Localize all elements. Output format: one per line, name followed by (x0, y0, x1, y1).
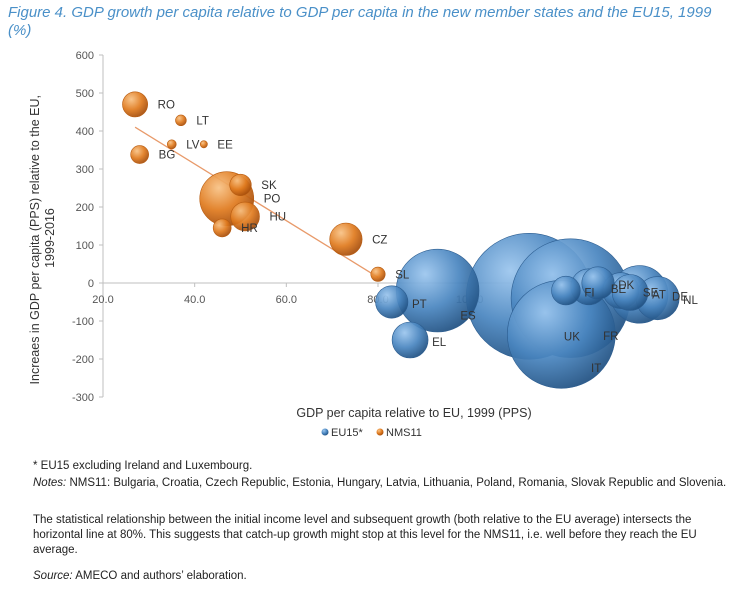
source-paragraph: Source: AMECO and authors’ elaboration. (33, 569, 738, 584)
bubble-pt (375, 285, 409, 319)
x-tick-label: 20.0 (92, 294, 113, 306)
bubble-label-dk: DK (618, 280, 634, 292)
bubble-label-pt: PT (412, 299, 427, 311)
bubble-lt (175, 114, 187, 127)
bubble-ee (199, 140, 208, 149)
bubble-ro (122, 91, 148, 118)
bubble-label-fi: FI (584, 288, 594, 300)
source-text: AMECO and authors’ elaboration. (72, 570, 247, 582)
y-tick-label: 400 (76, 126, 94, 138)
y-axis-title: Increaes in GDP per capita (PPS) relativ… (28, 92, 57, 385)
bubble-bg (130, 145, 149, 164)
bubble-sk (229, 173, 252, 197)
bubble-label-ro: RO (158, 99, 175, 111)
y-tick-label: 200 (76, 202, 94, 214)
bubble-label-cz: CZ (372, 234, 387, 246)
y-tick-label: 300 (76, 164, 94, 176)
bubble-label-lv: LV (186, 139, 200, 151)
source-label: Source: (33, 570, 73, 582)
bubble-label-be: BE (611, 284, 627, 296)
bubble-cz (329, 222, 363, 256)
bubble-label-el: EL (432, 337, 447, 349)
legend-label-nms11: NMS11 (386, 427, 422, 439)
y-axis-title-line-2: 1999-2016 (43, 208, 57, 268)
bubble-label-sl: SL (395, 269, 410, 281)
y-axis-title-line-1: Increaes in GDP per capita (PPS) relativ… (28, 95, 42, 384)
bubble-label-fr: FR (603, 331, 618, 343)
relationship-paragraph: The statistical relationship between the… (33, 514, 697, 556)
x-tick-label: 40.0 (184, 294, 205, 306)
notes-label: Notes: (33, 477, 67, 489)
bubble-label-nl: NL (683, 295, 698, 307)
y-tick-label: 500 (76, 88, 94, 100)
notes-text: NMS11: Bulgaria, Croatia, Czech Republic… (66, 477, 727, 489)
bubble-label-sk: SK (261, 180, 277, 192)
x-tick-label: 60.0 (276, 294, 297, 306)
bubble-hu (230, 201, 260, 232)
y-tick-label: -200 (72, 354, 94, 366)
bubble-label-ee: EE (217, 139, 233, 151)
bubble-label-hr: HR (241, 223, 258, 235)
bubble-hr (212, 218, 232, 238)
bubble-label-uk: UK (564, 331, 580, 343)
bubble-label-at: AT (652, 290, 666, 302)
figure-title: Figure 4. GDP growth per capita relative… (8, 4, 712, 39)
bubble-fi (551, 275, 581, 306)
bubble-label-it: IT (591, 363, 601, 375)
bubble-label-lt: LT (196, 115, 209, 127)
axis-title-layer: GDP per capita relative to EU, 1999 (PPS… (28, 92, 532, 420)
legend-marker-eu15 (321, 428, 329, 436)
y-tick-label: -300 (72, 392, 94, 404)
y-tick-label: 600 (76, 50, 94, 62)
bubble-label-se: SE (643, 288, 659, 300)
bubble-label-de: DE (672, 291, 688, 303)
bubble-label-po: PO (264, 194, 281, 206)
legend-label-eu15: EU15* (331, 427, 364, 439)
bubble-label-bg: BG (159, 150, 176, 162)
bubble-el (391, 321, 429, 359)
footnote-eu15: * EU15 excluding Ireland and Luxembourg. (33, 460, 253, 472)
y-tick-label: 100 (76, 240, 94, 252)
bubble-sl (370, 266, 386, 282)
notes-paragraph: Notes: NMS11: Bulgaria, Croatia, Czech R… (33, 476, 738, 491)
legend: EU15* NMS11 (321, 427, 422, 439)
bubble-at (611, 274, 649, 311)
y-tick-label: -100 (72, 316, 94, 328)
bubble-layer (122, 91, 680, 389)
legend-marker-nms11 (376, 428, 384, 436)
bubble-lv (166, 139, 177, 150)
bubble-label-es: ES (460, 311, 476, 323)
bubble-chart: -300 -200 -100 0 100 200 300 400 500 600 20.0 40.0 6… (28, 50, 699, 439)
y-tick-label: 0 (88, 278, 94, 290)
x-axis-title: GDP per capita relative to EU, 1999 (PPS… (296, 406, 531, 420)
bubble-label-hu: HU (269, 212, 286, 224)
label-layer: RO LT LV EE BG SK PO HU HR CZ SL PT EL ES IT UK FR FI BEDK… (158, 99, 699, 375)
bubble-dk (581, 266, 615, 300)
